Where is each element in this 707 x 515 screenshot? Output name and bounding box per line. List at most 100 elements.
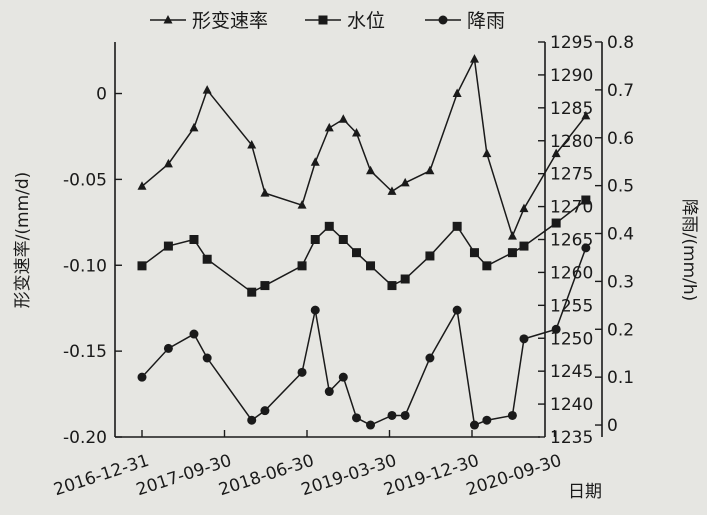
series-2-point bbox=[507, 410, 517, 420]
series-2-point bbox=[163, 343, 173, 353]
series-2-point bbox=[469, 420, 479, 430]
series-2-point bbox=[338, 372, 348, 382]
right-y2-tick-label: 0.5 bbox=[607, 177, 634, 197]
right-y2-tick-label: 0.6 bbox=[607, 129, 634, 149]
right-y1-tick-label: 1295 bbox=[550, 33, 593, 53]
series-2-point bbox=[425, 353, 435, 363]
legend-marker-0 bbox=[163, 15, 173, 24]
right-y1-tick-label: 1245 bbox=[550, 362, 593, 382]
series-2-point bbox=[202, 353, 212, 363]
series-1-point bbox=[366, 261, 376, 271]
series-2-point bbox=[452, 305, 462, 315]
x-tick-label: 2019-12-30 bbox=[381, 451, 481, 501]
left-y-tick-label: -0.05 bbox=[63, 170, 107, 190]
series-2-point bbox=[519, 334, 529, 344]
right-y2-tick-label: 0.1 bbox=[607, 368, 634, 388]
series-0-point bbox=[400, 177, 410, 187]
series-0-point bbox=[338, 114, 348, 123]
series-0-point bbox=[387, 186, 397, 195]
series-2-point bbox=[189, 329, 199, 339]
series-0-point bbox=[202, 85, 212, 94]
series-1-point bbox=[352, 248, 361, 258]
series-0-point bbox=[425, 165, 435, 175]
series-2-point bbox=[551, 324, 561, 334]
series-1-point bbox=[260, 281, 270, 291]
series-1-point bbox=[338, 235, 348, 244]
series-1-point bbox=[425, 251, 435, 261]
right-y2-tick-label: 0.7 bbox=[607, 81, 634, 101]
series-2-point bbox=[297, 367, 307, 377]
series-0-point bbox=[551, 148, 561, 158]
series-0-point bbox=[519, 203, 529, 213]
series-0-point bbox=[247, 140, 257, 149]
legend-marker-2 bbox=[438, 15, 448, 25]
series-0-point bbox=[482, 148, 492, 158]
right-y2-tick-label: 0.3 bbox=[607, 272, 634, 292]
right-y1-tick-label: 1275 bbox=[550, 165, 593, 185]
series-1-point bbox=[400, 274, 410, 284]
right-y1-tick-label: 1285 bbox=[550, 99, 593, 119]
right-y1-tick-label: 1250 bbox=[550, 329, 593, 349]
series-0-point bbox=[297, 200, 307, 209]
series-2-point bbox=[324, 387, 334, 397]
right-y1-tick-label: 1235 bbox=[550, 428, 593, 448]
left-y-tick-label: 0 bbox=[96, 85, 107, 105]
x-tick-label: 2016-12-31 bbox=[51, 451, 151, 501]
right-y2-tick-label: 0.4 bbox=[607, 225, 634, 245]
series-1-point bbox=[137, 261, 147, 271]
series-1-point bbox=[163, 241, 173, 251]
left-y-tick-label: -0.15 bbox=[63, 342, 107, 362]
x-tick-label: 2019-03-30 bbox=[299, 451, 399, 501]
right-y1-tick-label: 1240 bbox=[550, 395, 593, 415]
x-axis-title: 日期 bbox=[568, 482, 602, 502]
series-0-point bbox=[137, 181, 147, 190]
right-y1-tick-label: 1260 bbox=[550, 263, 593, 283]
series-2-point bbox=[366, 420, 376, 430]
right-y2-axis-title: 降雨/(mm/h) bbox=[679, 199, 699, 302]
series-1-point bbox=[297, 261, 307, 271]
series-1-point bbox=[202, 254, 212, 264]
series-1-point bbox=[247, 287, 257, 297]
legend-label-0: 形变速率 bbox=[192, 10, 268, 32]
x-tick-label: 2020-09-30 bbox=[464, 451, 564, 501]
series-2-point bbox=[260, 406, 270, 416]
x-tick-label: 2017-09-30 bbox=[134, 451, 234, 501]
series-0-point bbox=[324, 122, 334, 132]
series-1-point bbox=[310, 235, 320, 244]
series-0-point bbox=[581, 110, 591, 120]
right-y2-tick-label: 0.8 bbox=[607, 33, 634, 53]
legend-label-2: 降雨 bbox=[467, 10, 505, 32]
series-0-point bbox=[163, 158, 173, 168]
series-2-point bbox=[352, 413, 361, 423]
series-line-2 bbox=[141, 247, 587, 427]
series-1-point bbox=[452, 221, 462, 231]
series-0-point bbox=[366, 165, 376, 175]
x-tick-label: 2018-06-30 bbox=[216, 451, 316, 501]
series-1-point bbox=[469, 248, 479, 258]
right-y1-tick-label: 1255 bbox=[550, 296, 593, 316]
series-1-point bbox=[387, 281, 397, 291]
series-0-point bbox=[310, 157, 320, 166]
series-1-point bbox=[482, 261, 492, 271]
legend-marker-1 bbox=[318, 15, 328, 25]
series-1-point bbox=[507, 248, 517, 258]
series-2-point bbox=[137, 372, 147, 382]
series-0-point bbox=[260, 188, 270, 197]
series-2-point bbox=[247, 415, 257, 425]
series-0-point bbox=[452, 88, 462, 98]
series-0-point bbox=[469, 54, 479, 63]
series-1-point bbox=[551, 218, 561, 228]
series-2-point bbox=[581, 243, 591, 253]
right-y2-tick-label: 0 bbox=[607, 416, 618, 436]
series-0-point bbox=[507, 231, 517, 240]
left-y-axis-title: 形变速率/(mm/d) bbox=[13, 172, 33, 309]
series-1-point bbox=[519, 241, 529, 251]
right-y2-tick-label: 0.2 bbox=[607, 320, 634, 340]
series-1-point bbox=[324, 221, 334, 231]
series-0-point bbox=[189, 122, 199, 132]
legend-label-1: 水位 bbox=[347, 10, 385, 32]
left-y-tick-label: -0.20 bbox=[63, 428, 107, 448]
series-2-point bbox=[482, 415, 492, 425]
